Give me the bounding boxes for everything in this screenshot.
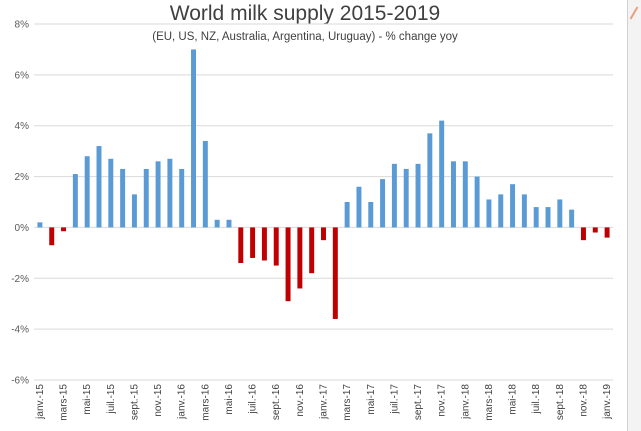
bar-mars-17 <box>344 202 350 228</box>
bar-oct.-18 <box>569 209 575 228</box>
bar-mars-16 <box>202 140 208 228</box>
y-tick-label: -2% <box>11 274 29 285</box>
bar-nov.-16 <box>297 227 303 289</box>
bar-févr.-16 <box>191 49 197 228</box>
x-tick-label: nov.-18 <box>578 384 589 417</box>
bar-sept.-17 <box>415 163 421 228</box>
x-axis-ticks: janv.-15 mars-15 mai-15 juil.-15 sept.-15 nov… <box>35 384 613 421</box>
bar-janv.-19 <box>604 227 610 238</box>
y-tick-label: -6% <box>11 376 29 387</box>
bar-févr.-15 <box>49 227 55 246</box>
x-tick-label: mars-17 <box>342 384 353 421</box>
bar-juil.-17 <box>391 163 397 228</box>
bar-sept.-15 <box>131 194 137 228</box>
y-tick-label: 4% <box>15 121 30 132</box>
bar-sept.-18 <box>557 199 563 228</box>
bar-août-17 <box>403 168 409 228</box>
y-axis-ticks: -6% -4% -2% 0% 2% 4% 6% 8% <box>11 20 29 387</box>
x-tick-label: mai-16 <box>224 384 235 415</box>
bar-nov.-17 <box>439 120 445 228</box>
x-tick-label: nov.-16 <box>295 384 306 417</box>
chart-subtitle: (EU, US, NZ, Australia, Argentina, Urugu… <box>152 31 458 43</box>
bar-juin-16 <box>238 227 244 264</box>
bar-déc.-17 <box>450 161 456 228</box>
bar-juin-17 <box>380 179 386 228</box>
x-tick-label: mai-17 <box>366 384 377 415</box>
bar-avr.-17 <box>356 186 362 228</box>
bar-mai-16 <box>226 219 232 228</box>
x-tick-label: janv.-18 <box>460 384 471 420</box>
x-tick-label: janv.-16 <box>177 384 188 420</box>
x-tick-label: mai-18 <box>508 384 519 415</box>
bar-févr.-17 <box>332 227 338 319</box>
bar-déc.-15 <box>167 158 173 228</box>
x-tick-label: mai-15 <box>82 384 93 415</box>
x-tick-label: mars-15 <box>59 384 70 421</box>
bar-avr.-15 <box>72 174 78 228</box>
x-tick-label: juil.-18 <box>531 384 542 415</box>
bar-avr.-16 <box>214 219 220 228</box>
bar-sept.-16 <box>273 227 279 266</box>
x-tick-label: nov.-15 <box>153 384 164 417</box>
gridlines <box>34 23 613 381</box>
x-tick-label: janv.-17 <box>319 384 330 420</box>
bar-mars-18 <box>486 199 492 228</box>
bar-févr.-18 <box>474 176 480 228</box>
bar-janv.-15 <box>37 222 43 228</box>
bar-janv.-16 <box>179 168 185 228</box>
bar-oct.-15 <box>143 168 149 228</box>
bar-mai-18 <box>510 184 516 228</box>
y-tick-label: 6% <box>15 70 30 81</box>
bar-mai-17 <box>368 202 374 228</box>
x-tick-label: sept.-17 <box>413 384 424 421</box>
x-tick-label: sept.-18 <box>555 384 566 421</box>
bar-oct.-17 <box>427 133 433 228</box>
x-tick-label: mars-16 <box>200 384 211 421</box>
bar-janv.-17 <box>321 227 326 241</box>
bar-juin-18 <box>521 194 527 228</box>
x-tick-label: juil.-17 <box>389 384 400 415</box>
x-tick-label: juil.-16 <box>248 384 259 415</box>
bar-nov.-18 <box>580 227 586 241</box>
x-tick-label: sept.-15 <box>129 384 140 421</box>
bar-janv.-18 <box>462 161 468 228</box>
bar-juil.-18 <box>533 207 539 228</box>
bars <box>37 49 610 319</box>
bar-août-18 <box>545 207 551 228</box>
bar-nov.-15 <box>155 161 161 228</box>
chart: World milk supply 2015-2019 (EU, US, NZ,… <box>11 2 613 421</box>
x-tick-label: nov.-17 <box>437 384 448 417</box>
y-tick-label: -4% <box>11 325 29 336</box>
bar-juin-15 <box>96 146 102 228</box>
bar-oct.-16 <box>285 227 291 302</box>
bar-août-15 <box>120 168 126 228</box>
x-tick-label: juil.-15 <box>106 384 117 415</box>
x-tick-label: janv.-15 <box>35 384 46 420</box>
x-tick-label: sept.-16 <box>271 384 282 421</box>
bar-juil.-15 <box>108 158 114 228</box>
y-tick-label: 0% <box>15 223 30 234</box>
bar-août-16 <box>261 227 267 261</box>
y-tick-label: 8% <box>15 20 30 31</box>
bar-déc.-16 <box>309 227 315 274</box>
bar-mai-15 <box>84 156 90 228</box>
bar-avr.-18 <box>498 194 504 228</box>
x-tick-label: mars-18 <box>484 384 495 421</box>
bar-juil.-16 <box>250 227 256 258</box>
chart-title: World milk supply 2015-2019 <box>170 2 440 25</box>
x-tick-label: janv.-19 <box>602 384 613 420</box>
y-tick-label: 2% <box>15 172 30 183</box>
bar-mars-15 <box>61 227 67 232</box>
window-edge <box>627 0 641 431</box>
bar-déc.-18 <box>592 227 598 233</box>
